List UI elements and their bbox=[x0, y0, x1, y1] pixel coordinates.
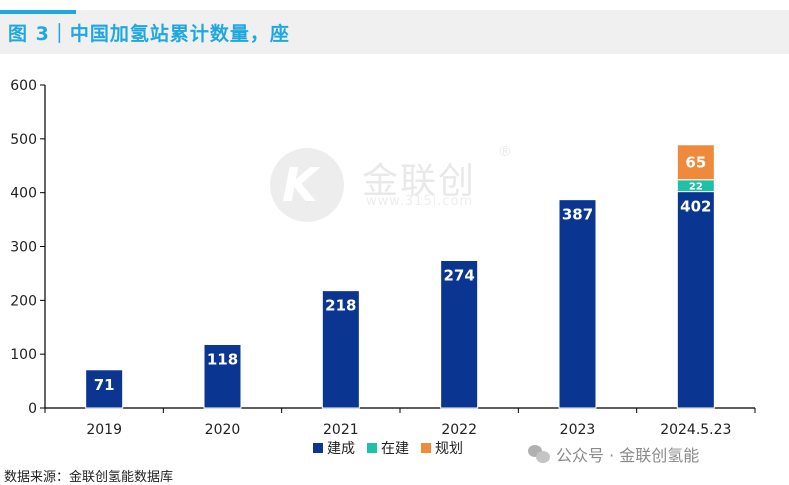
bar-data-label: 402 bbox=[680, 198, 711, 216]
y-tick-label: 300 bbox=[10, 240, 37, 256]
x-tick-label: 2023 bbox=[560, 422, 596, 438]
bar-data-label: 65 bbox=[685, 154, 706, 172]
legend-label-under-construction: 在建 bbox=[381, 441, 409, 457]
y-tick-label: 500 bbox=[10, 132, 37, 148]
y-tick-label: 600 bbox=[10, 78, 37, 94]
bar-data-label: 387 bbox=[562, 206, 593, 224]
y-tick-label: 100 bbox=[10, 347, 37, 363]
x-tick-label: 2021 bbox=[323, 422, 359, 438]
bar-data-label: 118 bbox=[207, 350, 238, 368]
y-tick-label: 400 bbox=[10, 186, 37, 202]
bar-built bbox=[676, 191, 715, 409]
y-tick-label: 0 bbox=[28, 401, 37, 417]
wechat-account: 公众号 · 金联创氢能 bbox=[528, 442, 699, 466]
legend-swatch-planned bbox=[421, 443, 431, 453]
bar-built bbox=[440, 259, 479, 409]
bar-data-label: 71 bbox=[94, 376, 115, 394]
legend-item-under-construction: 在建 bbox=[367, 438, 409, 458]
data-source-note: 数据来源：金联创氢能数据库 bbox=[4, 470, 174, 485]
x-tick-label: 2024.5.23 bbox=[660, 422, 731, 438]
legend-swatch-built bbox=[313, 443, 323, 453]
bar-planned bbox=[676, 144, 715, 181]
legend-swatch-under-construction bbox=[367, 443, 377, 453]
legend-label-planned: 规划 bbox=[435, 441, 463, 457]
title-accent-bar bbox=[0, 10, 76, 14]
bar-built bbox=[85, 369, 124, 409]
legend-label-built: 建成 bbox=[327, 441, 355, 457]
x-tick-label: 2019 bbox=[86, 422, 122, 438]
chart-legend: 建成 在建 规划 bbox=[313, 438, 463, 458]
wechat-account-label: 公众号 · 金联创氢能 bbox=[556, 446, 700, 465]
legend-item-built: 建成 bbox=[313, 438, 355, 458]
bar-data-label: 218 bbox=[325, 297, 356, 315]
x-tick-label: 2022 bbox=[441, 422, 477, 438]
title-bar: 图 3｜中国加氢站累计数量，座 bbox=[0, 10, 789, 54]
bar-built bbox=[203, 343, 242, 409]
y-tick-label: 200 bbox=[10, 293, 37, 309]
bar-built bbox=[321, 290, 360, 409]
legend-item-planned: 规划 bbox=[421, 438, 463, 458]
bar-built bbox=[558, 199, 597, 409]
chart-title: 图 3｜中国加氢站累计数量，座 bbox=[8, 23, 290, 45]
bar-data-label: 274 bbox=[444, 266, 475, 284]
wechat-icon bbox=[528, 445, 550, 463]
x-tick-label: 2020 bbox=[205, 422, 241, 438]
bar-data-label: 22 bbox=[689, 181, 703, 192]
